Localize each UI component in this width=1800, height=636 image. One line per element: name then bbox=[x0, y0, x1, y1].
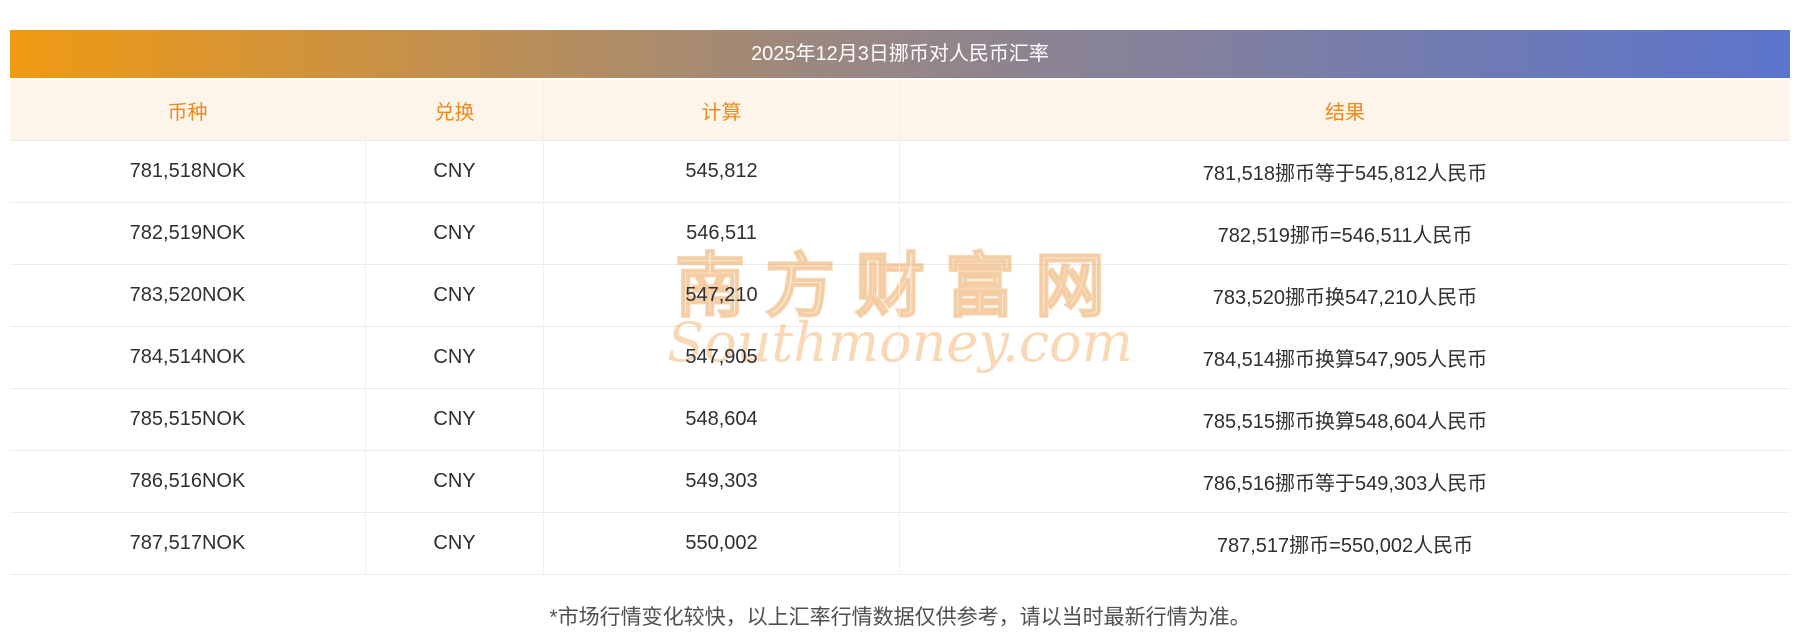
cell-result: 785,515挪币换算548,604人民币 bbox=[1202, 411, 1488, 433]
cell-result: 783,520挪币换547,210人民币 bbox=[1212, 287, 1478, 309]
cell-currency: 785,515NOK bbox=[10, 389, 366, 450]
table-row: 782,519NOK CNY 546,511 782,519挪币=546,511… bbox=[10, 203, 1790, 265]
cell-calculation: 546,511 bbox=[544, 203, 900, 264]
cell-calculation: 550,002 bbox=[544, 513, 900, 574]
cell-currency: 782,519NOK bbox=[10, 203, 366, 264]
cell-calculation: 549,303 bbox=[544, 451, 900, 512]
cell-result: 787,517挪币=550,002人民币 bbox=[1216, 535, 1474, 557]
exchange-rate-table: 南方财富网 Southmoney.com 币种 兑换 计算 结果 781,518… bbox=[10, 80, 1790, 575]
cell-calculation: 548,604 bbox=[544, 389, 900, 450]
cell-exchange: CNY bbox=[366, 451, 544, 512]
cell-currency: 781,518NOK bbox=[10, 141, 366, 202]
cell-exchange: CNY bbox=[366, 203, 544, 264]
cell-exchange: CNY bbox=[366, 265, 544, 326]
cell-exchange: CNY bbox=[366, 327, 544, 388]
cell-exchange: CNY bbox=[366, 141, 544, 202]
table-row: 787,517NOK CNY 550,002 787,517挪币=550,002… bbox=[10, 513, 1790, 575]
content: 2025年12月3日挪币对人民币汇率 南方财富网 Southmoney.com … bbox=[10, 0, 1790, 631]
cell-calculation: 547,905 bbox=[544, 327, 900, 388]
table-row: 786,516NOK CNY 549,303 786,516挪币等于549,30… bbox=[10, 451, 1790, 513]
cell-result: 784,514挪币换算547,905人民币 bbox=[1202, 349, 1488, 371]
column-header-currency: 币种 bbox=[10, 80, 366, 140]
cell-calculation: 547,210 bbox=[544, 265, 900, 326]
cell-exchange: CNY bbox=[366, 513, 544, 574]
cell-currency: 784,514NOK bbox=[10, 327, 366, 388]
cell-result: 786,516挪币等于549,303人民币 bbox=[1202, 473, 1488, 495]
footnote: *市场行情变化较快，以上汇率行情数据仅供参考，请以当时最新行情为准。 bbox=[549, 606, 1251, 629]
column-header-calculation: 计算 bbox=[544, 80, 900, 140]
column-header-result: 结果 bbox=[1325, 101, 1365, 124]
table-row: 785,515NOK CNY 548,604 785,515挪币换算548,60… bbox=[10, 389, 1790, 451]
column-header-exchange: 兑换 bbox=[366, 80, 544, 140]
cell-currency: 787,517NOK bbox=[10, 513, 366, 574]
cell-result: 782,519挪币=546,511人民币 bbox=[1217, 225, 1473, 247]
table-row: 781,518NOK CNY 545,812 781,518挪币等于545,81… bbox=[10, 141, 1790, 203]
table-header-row: 币种 兑换 计算 结果 bbox=[10, 80, 1790, 141]
cell-calculation: 545,812 bbox=[544, 141, 900, 202]
cell-result: 781,518挪币等于545,812人民币 bbox=[1202, 163, 1488, 185]
page-title: 2025年12月3日挪币对人民币汇率 bbox=[10, 30, 1790, 78]
cell-exchange: CNY bbox=[366, 389, 544, 450]
cell-currency: 786,516NOK bbox=[10, 451, 366, 512]
table-row: 783,520NOK CNY 547,210 783,520挪币换547,210… bbox=[10, 265, 1790, 327]
cell-currency: 783,520NOK bbox=[10, 265, 366, 326]
table-row: 784,514NOK CNY 547,905 784,514挪币换算547,90… bbox=[10, 327, 1790, 389]
